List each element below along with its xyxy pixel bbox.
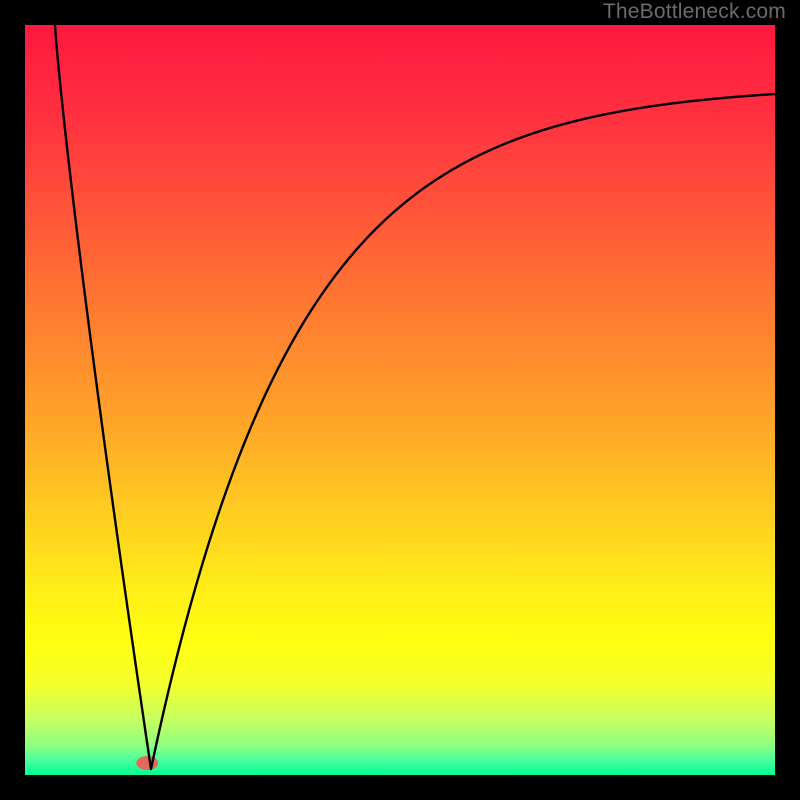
bottleneck-marker xyxy=(136,756,158,770)
plot-svg xyxy=(25,25,775,775)
figure-root: TheBottleneck.com xyxy=(0,0,800,800)
plot-area xyxy=(25,25,775,775)
watermark-text: TheBottleneck.com xyxy=(603,0,786,24)
gradient-background xyxy=(25,25,775,775)
